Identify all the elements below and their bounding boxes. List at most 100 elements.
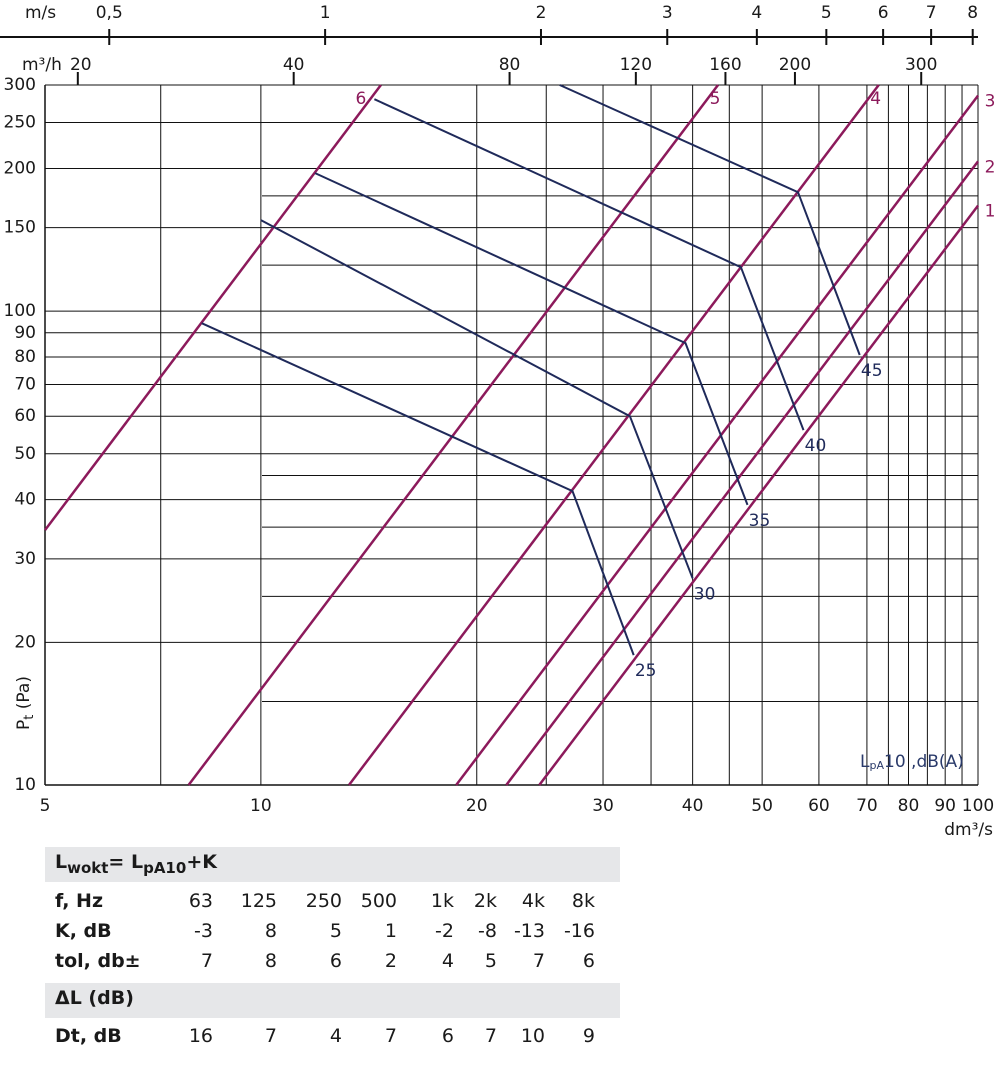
cell: 8	[264, 950, 277, 972]
cell: 7	[532, 950, 545, 972]
cell: -8	[478, 920, 497, 942]
x-tick-label: 60	[808, 796, 830, 816]
x-tick-label: 50	[751, 796, 773, 816]
delta-band	[45, 983, 620, 1018]
series-line	[559, 84, 861, 356]
top-tick-label: 200	[779, 55, 811, 75]
top-tick-label: 80	[499, 55, 521, 75]
y-tick-label: 60	[14, 406, 36, 426]
y-axis-label-part: (Pa)	[14, 676, 34, 715]
formula-part: L	[55, 851, 68, 873]
y-axis-label-part: t	[22, 715, 37, 720]
x-axis-label: dm³/s	[944, 820, 993, 840]
cell: 4	[329, 1025, 342, 1047]
x-tick-label: 20	[466, 796, 488, 816]
row-label: f, Hz	[55, 890, 104, 912]
row-label: tol, db±	[55, 950, 141, 972]
cell: 5	[329, 920, 342, 942]
x-tick-label: 40	[682, 796, 704, 816]
top-tick-label: 7	[926, 3, 937, 23]
top-tick-label: 4	[751, 3, 762, 23]
cell: 16	[188, 1025, 213, 1047]
formula-part: = L	[108, 851, 144, 873]
series-line	[538, 204, 979, 786]
cell: 7	[384, 1025, 397, 1047]
y-tick-label: 250	[4, 113, 36, 133]
y-tick-label: 50	[14, 444, 36, 464]
top-tick-label: 300	[905, 55, 937, 75]
series-label: 1	[985, 202, 996, 222]
formula-part: wokt	[67, 858, 109, 877]
formula-part: pA10	[143, 858, 187, 877]
series-label: 25	[635, 661, 657, 681]
y-tick-label: 20	[14, 632, 36, 652]
x-tick-label: 70	[856, 796, 878, 816]
y-tick-label: 100	[4, 301, 36, 321]
top-tick-label: 120	[620, 55, 652, 75]
series-line	[201, 322, 635, 656]
cell: -2	[435, 920, 454, 942]
cell: -3	[194, 920, 213, 942]
series-label: 4	[870, 89, 881, 109]
y-tick-label: 150	[4, 218, 36, 238]
series-label: 40	[805, 436, 827, 456]
y-tick-label: 80	[14, 347, 36, 367]
chart: 5 10 20 30 40 50 60 70 80 90 100102030405060708090…	[0, 3, 996, 840]
cell: 7	[200, 950, 213, 972]
cell: 2k	[473, 890, 497, 912]
x-tick-label: 30	[592, 796, 614, 816]
cell: 8k	[571, 890, 595, 912]
cell: 9	[582, 1025, 595, 1047]
series-line	[455, 94, 979, 786]
series-line	[44, 84, 382, 531]
y-tick-label: 10	[14, 775, 36, 795]
cell: 8	[264, 920, 277, 942]
top-tick-label: 40	[283, 55, 305, 75]
top-tick-label: 6	[878, 3, 889, 23]
x-tick-label: 100	[962, 796, 994, 816]
row-label: Dt, dB	[55, 1025, 122, 1047]
series-label: 6	[355, 89, 366, 109]
cell: 500	[360, 890, 397, 912]
series-label: 5	[710, 89, 721, 109]
x-tick-label: 10	[250, 796, 272, 816]
cell: -13	[513, 920, 545, 942]
top-tick-label: 20	[70, 55, 92, 75]
formula: Lwokt= LpA10+K	[55, 851, 217, 877]
cell: 63	[188, 890, 213, 912]
x-tick-label: 80	[898, 796, 920, 816]
cell: 250	[305, 890, 342, 912]
top-tick-label: 8	[967, 3, 978, 23]
series-label: 3	[985, 92, 996, 112]
legend-label-part: L	[860, 752, 870, 772]
top-tick-label: 2	[536, 3, 547, 23]
y-tick-label: 300	[4, 75, 36, 95]
cell: 10	[520, 1025, 545, 1047]
y-tick-label: 40	[14, 490, 36, 510]
x-tick-label: 5	[40, 796, 51, 816]
series-line	[505, 160, 979, 786]
cell: 125	[240, 890, 277, 912]
cell: 1k	[430, 890, 454, 912]
cell: 6	[441, 1025, 454, 1047]
series-label: 45	[861, 361, 883, 381]
x-tick-label: 90	[934, 796, 956, 816]
top-tick-label: 3	[662, 3, 673, 23]
delta-header: ΔL (dB)	[55, 987, 134, 1009]
top-tick-label: 160	[709, 55, 741, 75]
cell: 6	[329, 950, 342, 972]
y-tick-label: 70	[14, 375, 36, 395]
cell: 1	[384, 920, 397, 942]
cell: 7	[484, 1025, 497, 1047]
series-label: 30	[694, 584, 716, 604]
legend-label-part: pA	[869, 759, 884, 772]
series-line	[348, 84, 880, 786]
formula-band	[45, 847, 620, 882]
legend-label-part: 10 ,dB(A)	[884, 752, 964, 772]
cell: 4	[441, 950, 454, 972]
series-line	[373, 98, 805, 431]
y-tick-label: 90	[14, 323, 36, 343]
cell: 6	[582, 950, 595, 972]
series-label: 35	[749, 511, 771, 531]
